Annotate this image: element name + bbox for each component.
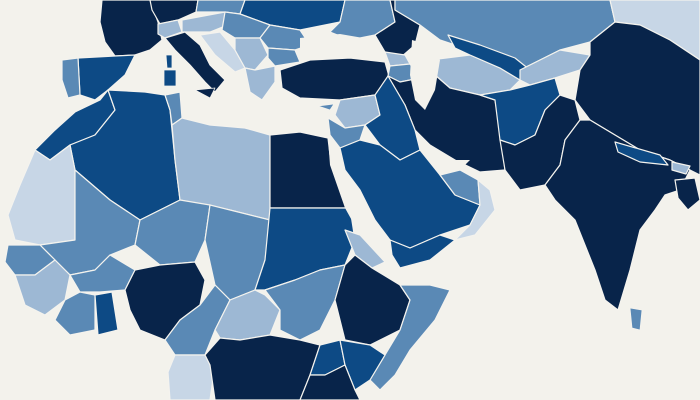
country-south-sudan[interactable] — [264, 264, 346, 341]
island-sri-lanka[interactable] — [629, 307, 643, 331]
island-sicily[interactable] — [194, 87, 216, 99]
country-india[interactable] — [544, 119, 691, 311]
country-tajikistan[interactable] — [519, 49, 591, 86]
island-corsica[interactable] — [165, 54, 173, 69]
black-sea — [300, 34, 385, 62]
country-spain[interactable] — [77, 54, 136, 101]
country-italy[interactable] — [164, 31, 226, 93]
island-sardinia[interactable] — [163, 69, 177, 87]
country-tanzania[interactable] — [299, 364, 361, 400]
country-oman[interactable] — [454, 179, 496, 241]
country-yemen[interactable] — [389, 234, 456, 269]
country-turkey[interactable] — [279, 57, 391, 101]
country-cote-divoire[interactable] — [54, 291, 96, 336]
country-bangladesh[interactable] — [674, 177, 700, 211]
country-nepal[interactable] — [614, 141, 669, 166]
country-somalia[interactable] — [369, 284, 451, 391]
country-guinea[interactable] — [14, 259, 71, 316]
country-czech[interactable] — [195, 0, 246, 15]
country-eritrea[interactable] — [344, 229, 386, 269]
country-greece[interactable] — [244, 65, 276, 101]
caspian-sea — [410, 40, 440, 110]
country-dr-congo[interactable] — [204, 334, 321, 400]
country-bhutan[interactable] — [671, 161, 691, 175]
country-ghana[interactable] — [94, 291, 119, 336]
gulf-of-aden — [385, 250, 455, 285]
country-niger[interactable] — [134, 199, 211, 266]
country-portugal[interactable] — [61, 57, 81, 99]
country-bulgaria[interactable] — [267, 47, 301, 67]
red-sea — [328, 138, 392, 262]
persian-gulf — [420, 145, 470, 175]
island-cyprus[interactable] — [317, 103, 335, 111]
